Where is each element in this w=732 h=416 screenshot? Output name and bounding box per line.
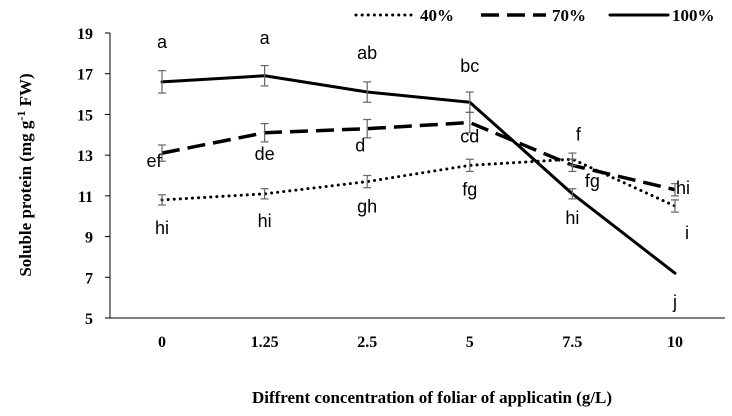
y-tick-label: 15 [77, 107, 93, 124]
x-tick-label: 0 [158, 334, 166, 351]
y-axis-label: Soluble protein (mg g-1 FW) [14, 73, 35, 276]
significance-letter: de [255, 144, 275, 164]
significance-letter: hi [258, 211, 272, 231]
significance-letter: ab [357, 43, 377, 63]
significance-letter: f [576, 124, 582, 144]
significance-letter: a [260, 28, 271, 48]
y-tick-label: 19 [77, 26, 93, 43]
significance-letter: hi [155, 218, 169, 238]
legend: 40% 70% 100% [354, 6, 715, 25]
x-tick-label: 10 [667, 334, 683, 351]
significance-letter: fg [585, 171, 600, 191]
legend-label: 40% [420, 6, 454, 25]
y-tick-label: 11 [78, 189, 93, 206]
significance-letter: cd [460, 127, 479, 147]
x-axis-label: Diffrent concentration of foliar of appl… [252, 388, 612, 407]
significance-letter: a [157, 32, 168, 52]
y-tick-labels: 5 7 9 11 13 15 17 19 [77, 26, 110, 328]
series-line-70pct [161, 120, 676, 192]
x-tick-label: 1.25 [251, 334, 279, 351]
axes [109, 33, 725, 319]
error-bars [158, 64, 679, 213]
significance-letter: hi [565, 208, 579, 228]
significance-letters: hi hi gh fg fg i ef de d cd f hi a a ab bc hi j [146, 28, 690, 312]
series-line-40pct [160, 157, 677, 208]
significance-letter: i [685, 223, 689, 243]
x-tick-label: 7.5 [562, 334, 582, 351]
series-lines [160, 74, 677, 275]
y-tick-label: 17 [77, 67, 93, 84]
significance-letter: hi [676, 178, 690, 198]
significance-letter: j [672, 292, 677, 312]
significance-letter: bc [460, 56, 479, 76]
significance-letter: d [355, 136, 365, 156]
legend-label: 70% [552, 6, 586, 25]
y-tick-label: 13 [77, 148, 93, 165]
y-tick-label: 9 [85, 230, 93, 247]
x-tick-label: 2.5 [357, 334, 377, 351]
legend-label: 100% [672, 6, 715, 25]
y-tick-label: 7 [85, 270, 93, 287]
significance-letter: gh [357, 197, 377, 217]
x-tick-labels: 0 1.25 2.5 5 7.5 10 [158, 334, 683, 351]
y-tick-label: 5 [85, 311, 93, 328]
x-tick-label: 5 [466, 334, 474, 351]
series-line-100pct [160, 74, 677, 275]
significance-letter: fg [462, 179, 477, 199]
significance-letter: ef [146, 151, 162, 171]
